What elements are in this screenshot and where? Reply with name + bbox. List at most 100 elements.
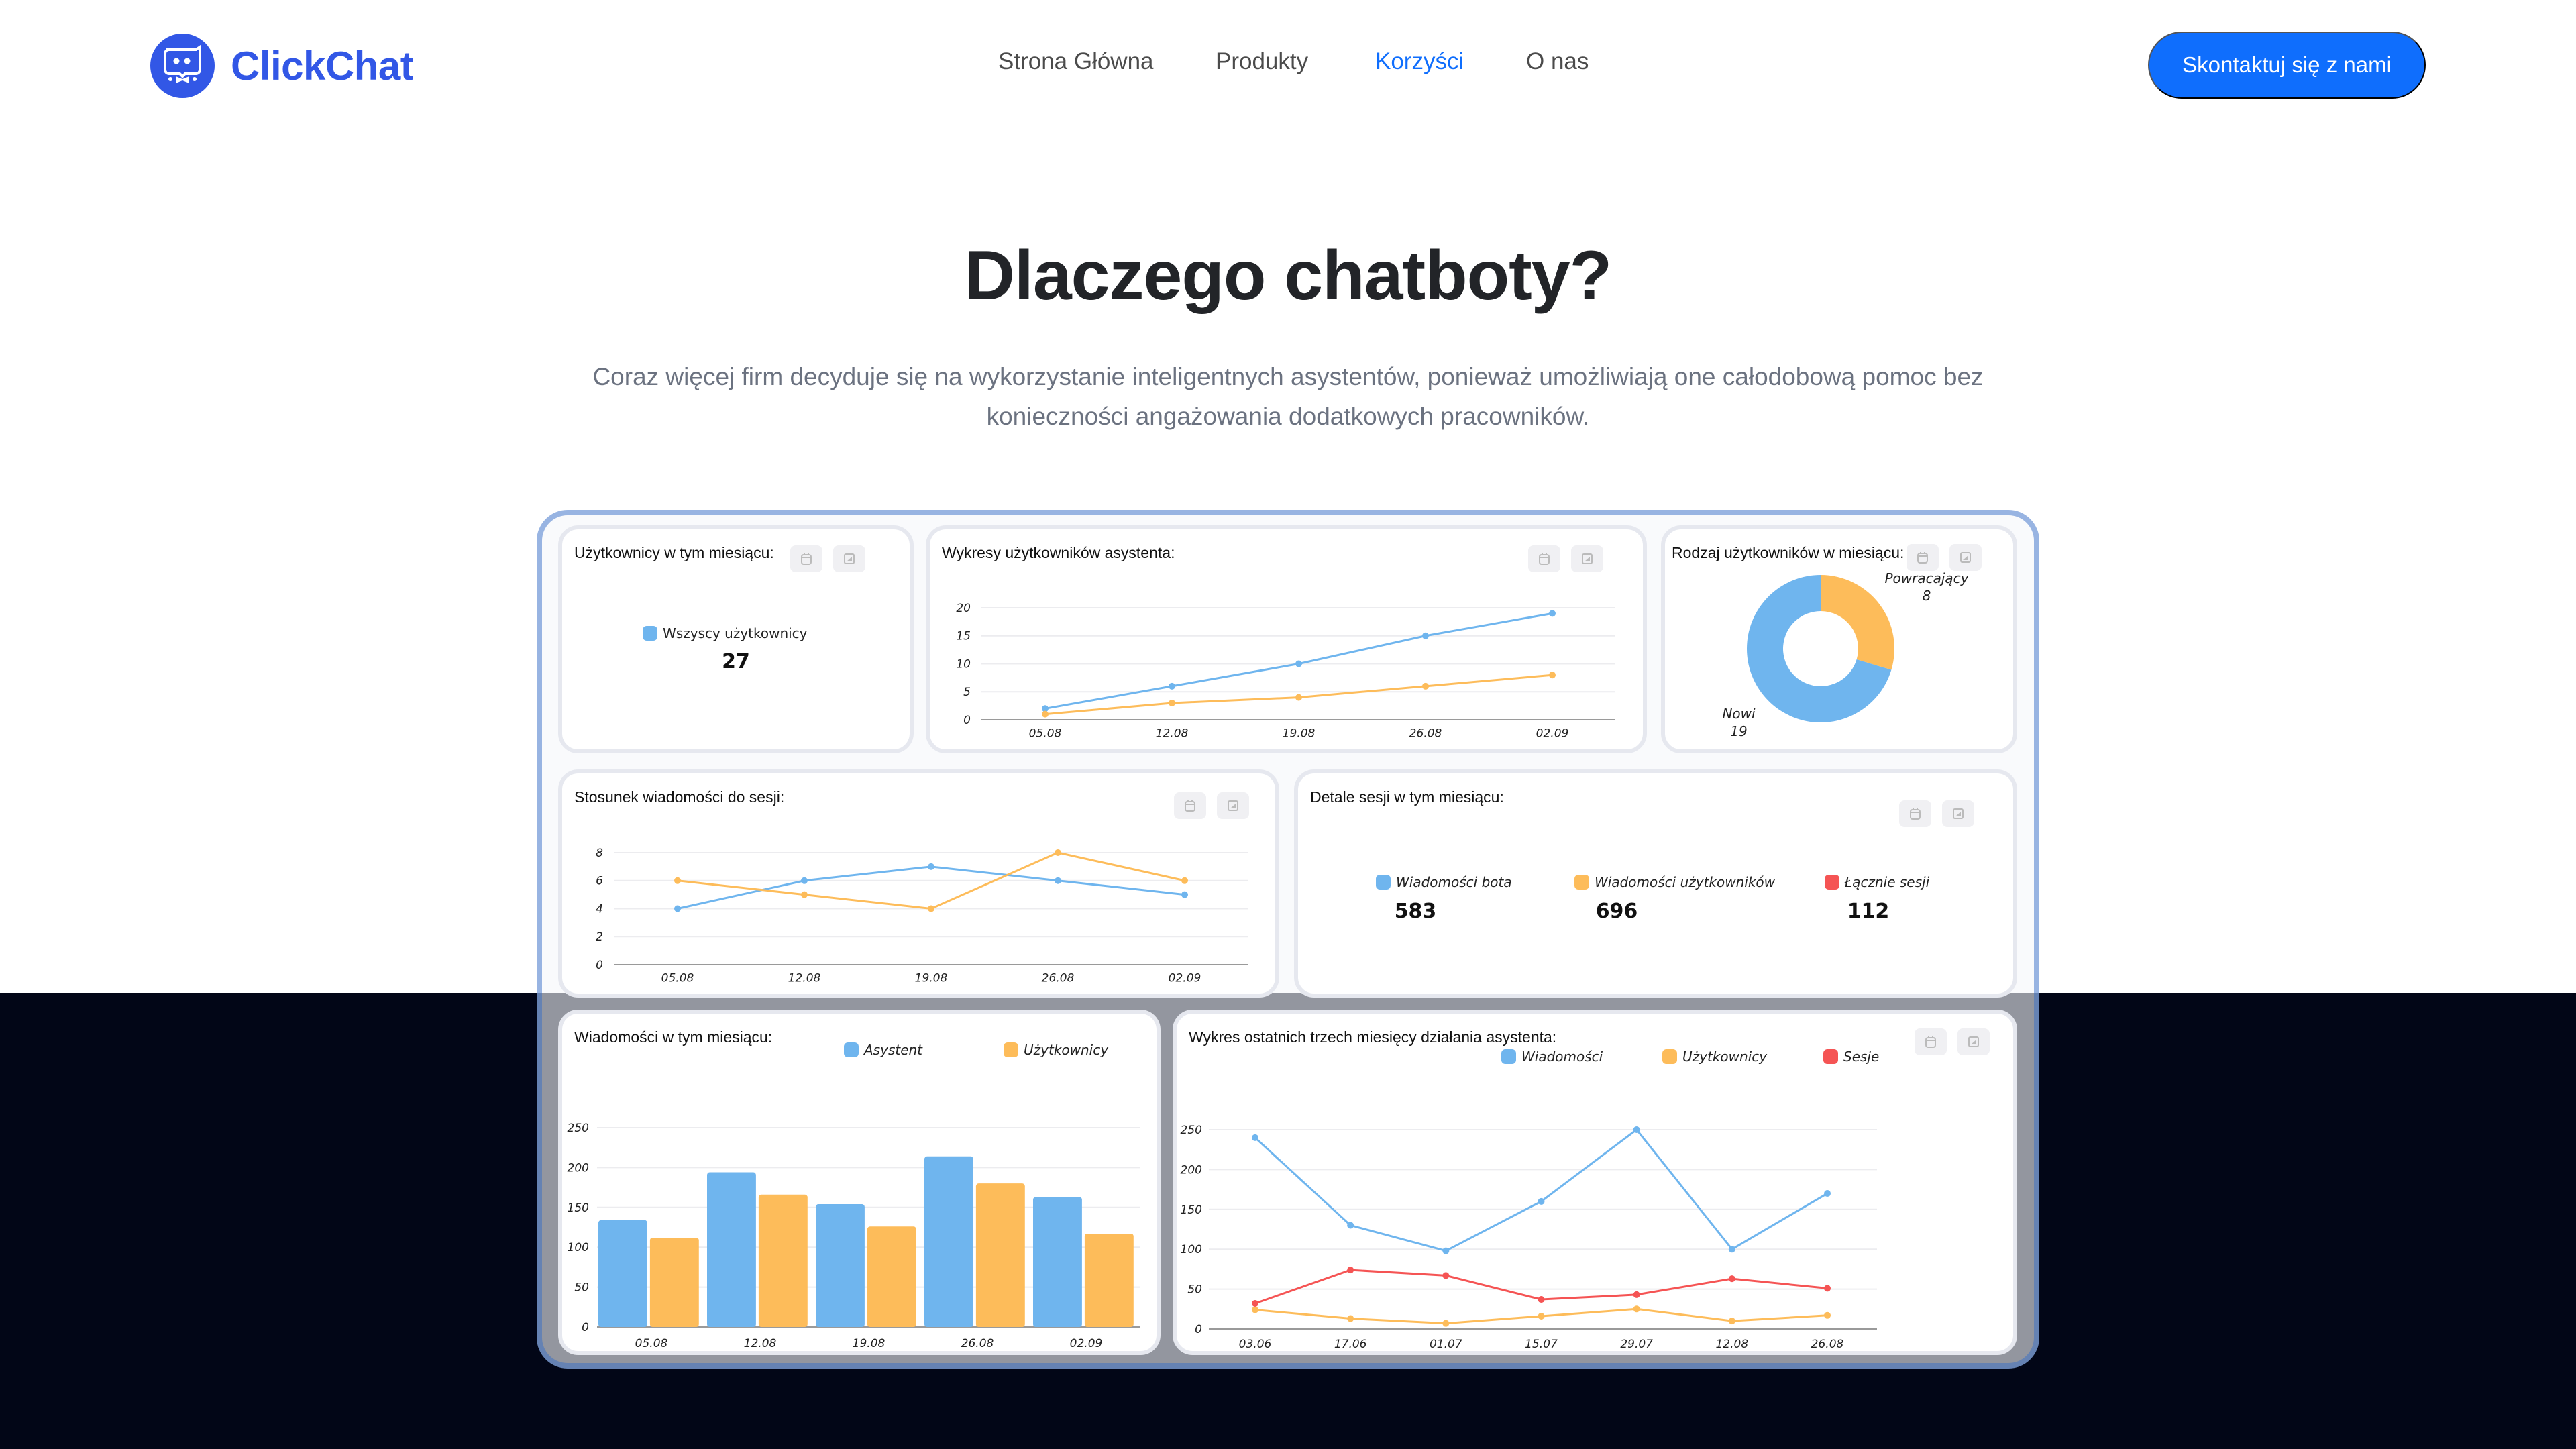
legend-assistant: Asystent xyxy=(844,1042,922,1058)
card-tools xyxy=(1915,1028,1990,1055)
svg-text:4: 4 xyxy=(596,902,603,916)
legend-messages: Wiadomości xyxy=(1501,1049,1603,1065)
section-title: Dlaczego chatboty? xyxy=(964,237,1612,315)
svg-text:12.08: 12.08 xyxy=(1715,1338,1748,1351)
card-tools xyxy=(1174,792,1249,819)
svg-text:8: 8 xyxy=(596,847,603,860)
contact-us-button[interactable]: Skontaktuj się z nami xyxy=(2148,32,2426,99)
svg-text:02.09: 02.09 xyxy=(1536,727,1569,741)
svg-text:150: 150 xyxy=(1181,1203,1202,1217)
svg-text:150: 150 xyxy=(568,1201,589,1215)
svg-text:20: 20 xyxy=(956,602,971,615)
assistant-users-chart-card: 0 5 10 15 20 05.08 12.08 19.08 26.08 02.09 Wykres… xyxy=(926,525,1647,753)
card-title: Stosunek wiadomości do sesji: xyxy=(574,788,785,806)
stat-total-sessions-value: 112 xyxy=(1847,900,1890,923)
svg-text:26.08: 26.08 xyxy=(961,1337,994,1350)
chart-image-button[interactable] xyxy=(1942,800,1974,827)
legend-swatch xyxy=(643,626,657,641)
nav-item-about[interactable]: O nas xyxy=(1526,48,1589,74)
chart-image-button[interactable] xyxy=(833,545,865,572)
calendar-icon xyxy=(1925,1036,1936,1048)
calendar-button[interactable] xyxy=(790,545,822,572)
users-this-month-card: Użytkownicy w tym miesiącu: Wszyscy użyt… xyxy=(558,525,914,753)
stat-bot-messages-label: Wiadomości bota xyxy=(1376,874,1512,890)
svg-text:250: 250 xyxy=(568,1122,589,1135)
calendar-button[interactable] xyxy=(1915,1028,1947,1055)
svg-text:05.08: 05.08 xyxy=(1029,727,1062,741)
calendar-button[interactable] xyxy=(1528,545,1560,572)
chart-image-icon xyxy=(1968,1036,1979,1047)
messages-bar-chart: 0 50 100 150 200 250 05.08 12.08 19.08 26.08 02.09 xyxy=(568,1122,1140,1350)
svg-text:19.08: 19.08 xyxy=(853,1337,885,1350)
card-title: Wykresy użytkowników asystenta: xyxy=(942,544,1175,561)
chart-image-button[interactable] xyxy=(1949,544,1982,571)
nav-item-products[interactable]: Produkty xyxy=(1216,48,1309,74)
chart-image-icon xyxy=(1228,800,1238,811)
total-users-value: 27 xyxy=(722,650,750,674)
chart-image-button[interactable] xyxy=(1957,1028,1990,1055)
users-line-chart: 0 5 10 15 20 05.08 12.08 19.08 26.08 02.09 xyxy=(956,602,1615,741)
svg-text:01.07: 01.07 xyxy=(1430,1338,1462,1351)
svg-text:50: 50 xyxy=(1187,1283,1202,1297)
svg-text:200: 200 xyxy=(568,1161,589,1175)
card-title: Wykres ostatnich trzech miesięcy działan… xyxy=(1189,1028,1557,1046)
svg-text:12.08: 12.08 xyxy=(744,1337,777,1350)
svg-text:12.08: 12.08 xyxy=(1156,727,1189,741)
calendar-icon xyxy=(1185,800,1195,812)
svg-text:19.08: 19.08 xyxy=(915,972,948,985)
nav-item-home[interactable]: Strona Główna xyxy=(998,48,1154,74)
stat-bot-messages-value: 583 xyxy=(1394,900,1437,923)
svg-text:250: 250 xyxy=(1181,1124,1202,1137)
legend-sessions: Sesje xyxy=(1823,1049,1879,1065)
card-title: Detale sesji w tym miesiącu: xyxy=(1310,788,1504,806)
svg-text:0: 0 xyxy=(1195,1323,1202,1336)
stat-user-messages-value: 696 xyxy=(1595,900,1638,923)
svg-text:15: 15 xyxy=(956,630,971,643)
card-tools xyxy=(1899,800,1974,827)
chart-image-icon xyxy=(1582,553,1593,564)
calendar-button[interactable] xyxy=(1899,800,1931,827)
brand-logo[interactable]: ClickChat xyxy=(150,34,414,98)
ratio-line-chart: 0 2 4 6 8 05.08 12.08 19.08 26.08 02.09 xyxy=(596,847,1248,985)
card-title: Rodzaj użytkowników w miesiącu: xyxy=(1672,544,1904,561)
stat-user-messages-label: Wiadomości użytkowników xyxy=(1574,874,1775,890)
calendar-icon xyxy=(1539,553,1550,565)
card-title: Użytkownicy w tym miesiącu: xyxy=(574,544,774,561)
nav-item-benefits[interactable]: Korzyści xyxy=(1375,48,1464,74)
calendar-button[interactable] xyxy=(1907,544,1939,571)
user-type-card: Rodzaj użytkowników w miesiącu: Powracaj… xyxy=(1661,525,2017,753)
svg-text:19.08: 19.08 xyxy=(1283,727,1316,741)
svg-text:05.08: 05.08 xyxy=(635,1337,668,1350)
svg-text:29.07: 29.07 xyxy=(1620,1338,1653,1351)
messages-this-month-card: 0 50 100 150 200 250 05.08 12.08 19.08 26.08 02.09… xyxy=(558,1010,1161,1355)
svg-text:50: 50 xyxy=(574,1281,589,1295)
messages-to-sessions-card: 0 2 4 6 8 05.08 12.08 19.08 26.08 02.09 Stosunek … xyxy=(558,769,1279,998)
calendar-icon xyxy=(1910,808,1921,820)
card-tools xyxy=(790,545,865,572)
svg-text:2: 2 xyxy=(596,930,603,944)
svg-text:03.06: 03.06 xyxy=(1239,1338,1272,1351)
svg-text:05.08: 05.08 xyxy=(661,972,694,985)
card-tools xyxy=(1528,545,1603,572)
chart-image-icon xyxy=(1953,808,1964,819)
svg-text:0: 0 xyxy=(963,714,971,727)
svg-text:17.06: 17.06 xyxy=(1334,1338,1367,1351)
main-nav: Strona Główna Produkty Korzyści O nas xyxy=(0,48,2576,82)
calendar-icon xyxy=(801,553,812,565)
session-details-card: Detale sesji w tym miesiącu: Wiadomości … xyxy=(1294,769,2017,998)
svg-text:02.09: 02.09 xyxy=(1169,972,1201,985)
calendar-icon xyxy=(1917,552,1928,564)
chart-image-button[interactable] xyxy=(1217,792,1249,819)
stat-total-sessions-label: Łącznie sesji xyxy=(1825,874,1929,890)
svg-text:5: 5 xyxy=(963,686,971,699)
chart-image-button[interactable] xyxy=(1571,545,1603,572)
returning-users-label: Powracający 8 xyxy=(1884,570,1969,604)
site-header: ClickChat Strona Główna Produkty Korzyśc… xyxy=(0,0,2576,131)
new-users-label: Nowi 19 xyxy=(1722,706,1756,739)
chart-image-icon xyxy=(1960,552,1971,563)
legend-users: Użytkownicy xyxy=(1662,1049,1767,1065)
calendar-button[interactable] xyxy=(1174,792,1206,819)
svg-text:12.08: 12.08 xyxy=(788,972,821,985)
section-description: Coraz więcej firm decyduje się na wykorz… xyxy=(592,363,1984,430)
svg-text:02.09: 02.09 xyxy=(1070,1337,1103,1350)
